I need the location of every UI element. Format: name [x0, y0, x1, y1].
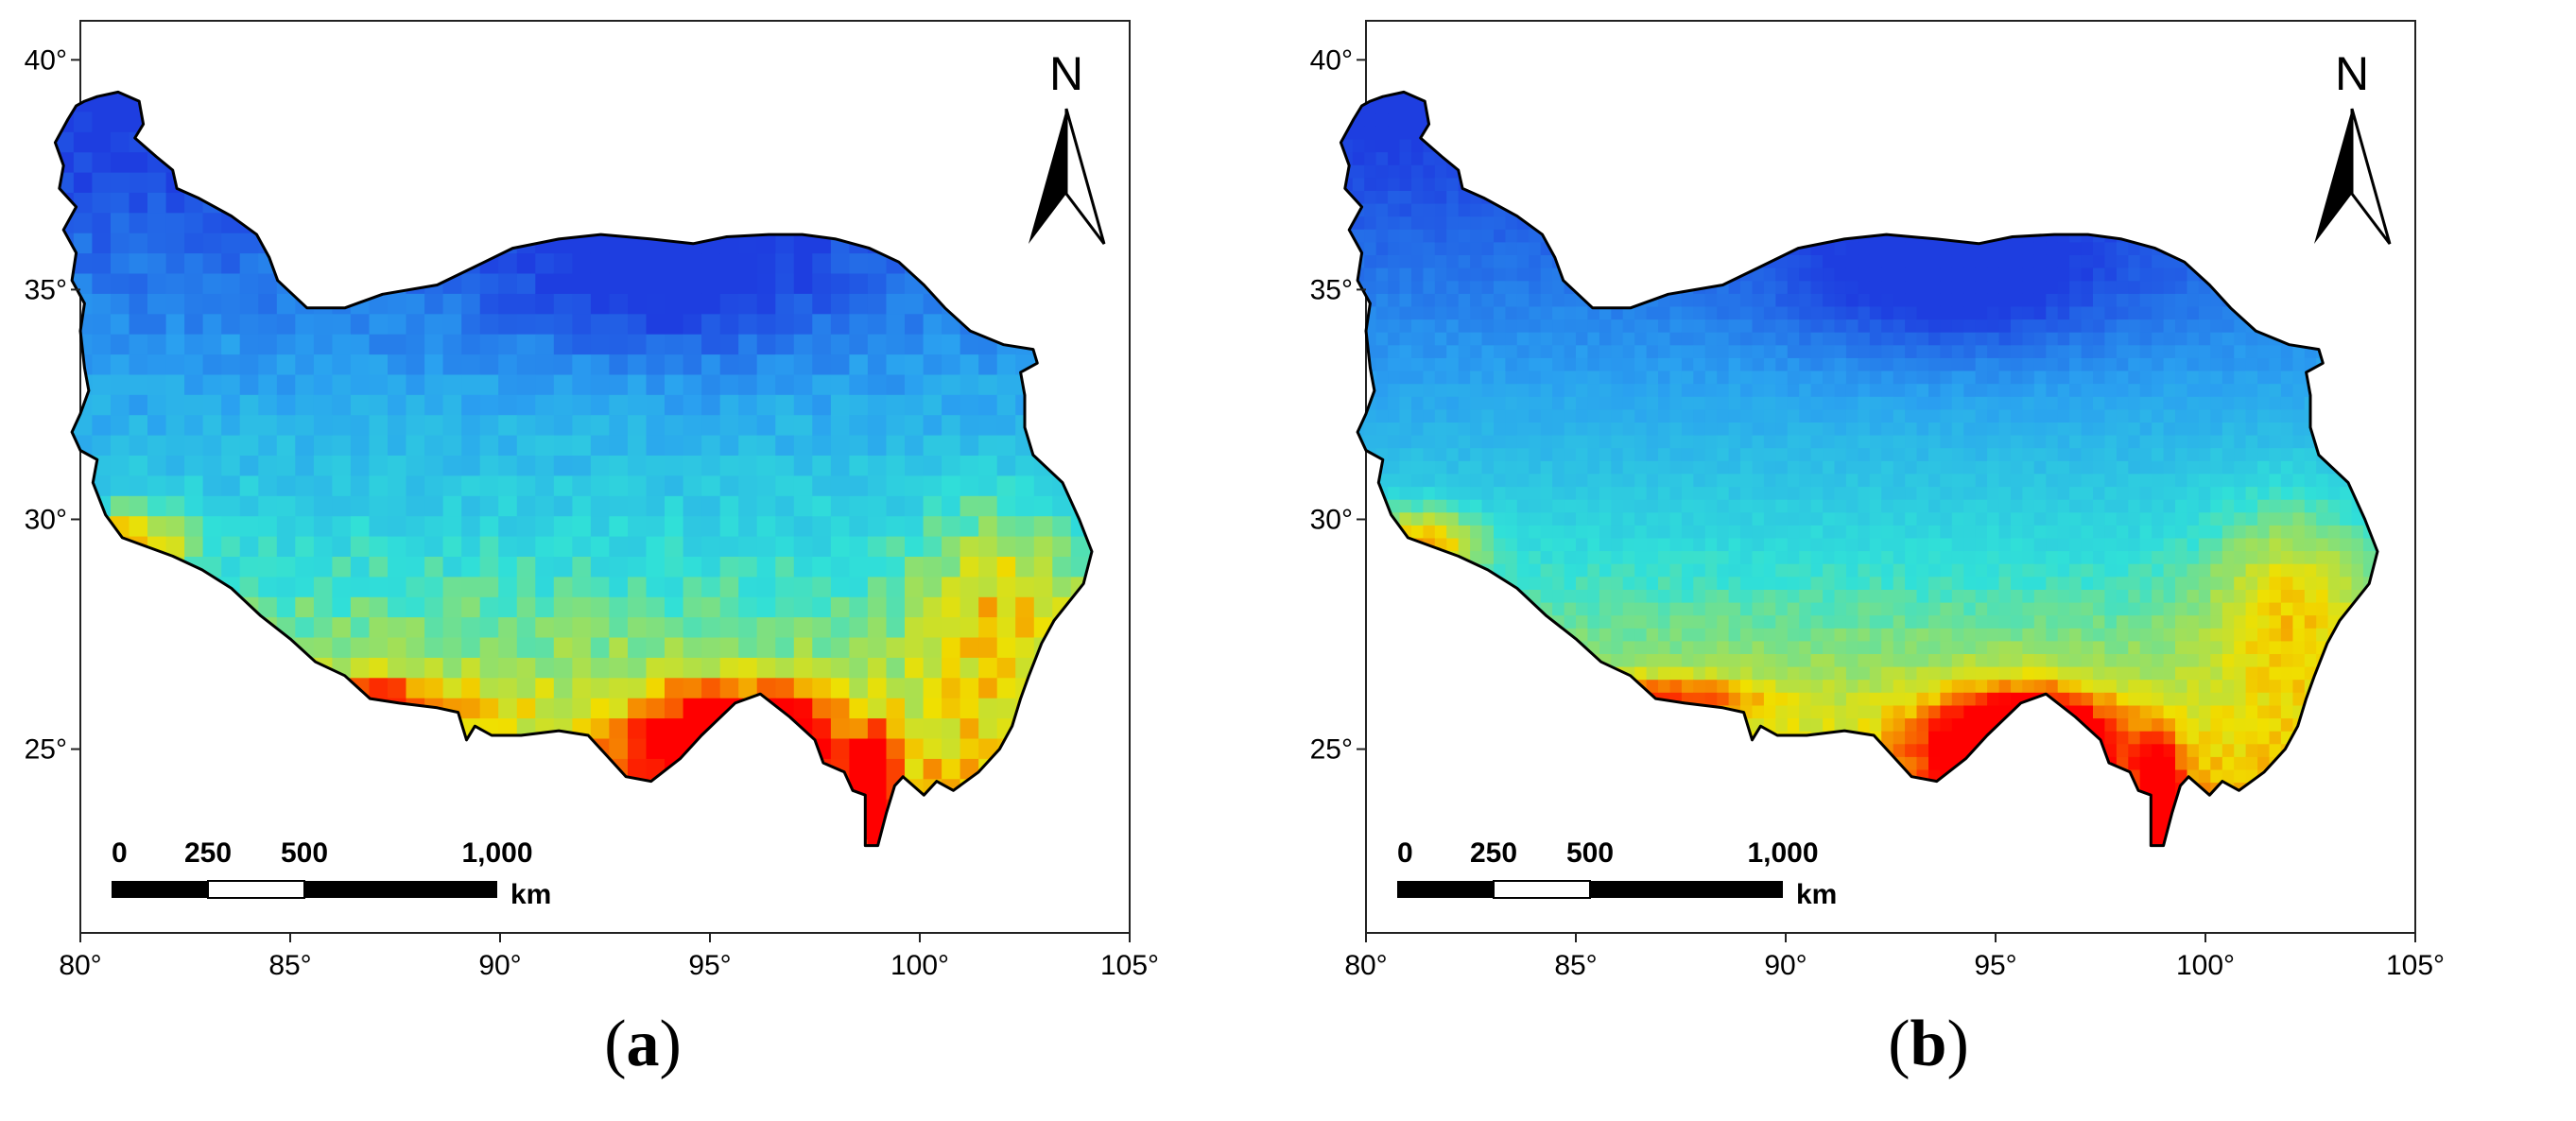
raster-layer — [1340, 92, 2377, 846]
north-arrow-label: N — [1049, 47, 1083, 100]
scale-label: 0 — [1397, 837, 1413, 869]
plateau-boundary — [53, 90, 1094, 848]
caption-b: (b) — [1888, 1008, 1969, 1080]
y-tick-label: 30° — [1310, 504, 1353, 535]
x-tick-label: 100° — [2176, 950, 2235, 981]
map-svg-b: 80° 85° 90° 95° 100° 105° 40° 35° 30° 25° N 0 250 500… — [1310, 20, 2445, 981]
scale-label: 250 — [184, 837, 232, 869]
plateau-boundary — [1339, 90, 2379, 848]
scale-label: 500 — [281, 837, 328, 869]
scale-label: 1,000 — [1747, 837, 1818, 869]
raster-layer — [55, 92, 1092, 846]
x-tick-label: 105° — [1100, 950, 1159, 981]
x-tick-label: 85° — [1554, 950, 1597, 981]
map-svg-a: 80° 85° 90° 95° 100° 105° 40° 35° 30° 25° N 0 250 500… — [25, 20, 1159, 981]
north-arrow-icon — [2314, 108, 2392, 245]
y-tick-label: 35° — [25, 274, 67, 305]
x-tick-label: 85° — [268, 950, 311, 981]
x-tick-label: 90° — [478, 950, 521, 981]
x-tick-label: 105° — [2386, 950, 2445, 981]
scale-bar — [1397, 880, 1783, 899]
x-tick-label: 90° — [1764, 950, 1807, 981]
y-tick-label: 25° — [1310, 734, 1353, 766]
y-tick-label: 25° — [25, 734, 67, 766]
x-tick-label: 80° — [59, 950, 101, 981]
map-frame — [1365, 20, 2416, 934]
scale-label: 1,000 — [461, 837, 532, 869]
scale-bar — [112, 880, 497, 899]
x-tick-label: 100° — [890, 950, 949, 981]
north-arrow-label: N — [2335, 47, 2369, 100]
scale-label: 250 — [1470, 837, 1517, 869]
y-tick-label: 35° — [1310, 274, 1353, 305]
scale-unit: km — [510, 879, 551, 910]
north-arrow-icon — [1029, 108, 1106, 245]
x-tick-label: 95° — [1974, 950, 2016, 981]
y-tick-label: 40° — [1310, 44, 1353, 76]
scale-unit: km — [1796, 879, 1837, 910]
x-tick-label: 95° — [688, 950, 731, 981]
map-panel-a: 80° 85° 90° 95° 100° 105° 40° 35° 30° 25° N 0 250 500… — [0, 0, 1286, 1121]
map-frame — [79, 20, 1131, 934]
scale-label: 0 — [112, 837, 128, 869]
y-tick-label: 30° — [25, 504, 67, 535]
caption-a: (a) — [604, 1008, 682, 1080]
y-tick-label: 40° — [25, 44, 67, 76]
scale-label: 500 — [1566, 837, 1614, 869]
map-panel-b: 80° 85° 90° 95° 100° 105° 40° 35° 30° 25° N 0 250 500… — [1286, 0, 2571, 1121]
x-tick-label: 80° — [1344, 950, 1387, 981]
